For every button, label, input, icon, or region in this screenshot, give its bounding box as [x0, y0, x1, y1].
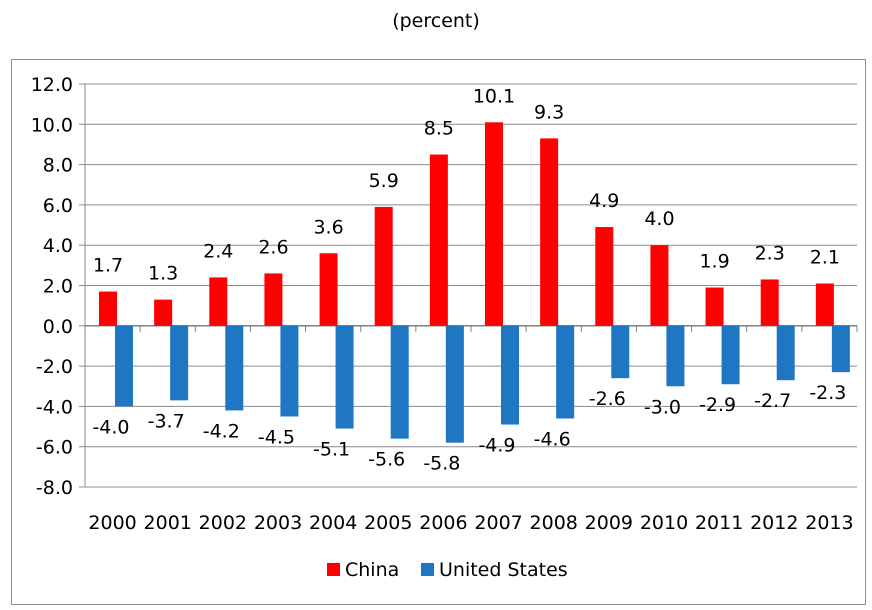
x-tick-label: 2012 — [750, 512, 798, 534]
data-label-united-states: -2.9 — [699, 394, 736, 416]
bar-china — [429, 154, 448, 326]
bar-china — [595, 227, 614, 326]
bar-china — [319, 253, 338, 326]
y-tick-label: 12.0 — [31, 74, 73, 96]
x-tick-label: 2004 — [309, 512, 357, 534]
data-label-united-states: -5.8 — [423, 453, 460, 475]
bar-china — [99, 291, 117, 326]
bar-united-states — [776, 325, 795, 381]
chart-subtitle: (percent) — [392, 10, 480, 32]
bar-united-states — [831, 325, 850, 373]
y-tick-label: -8.0 — [36, 477, 73, 499]
legend-swatch-china — [327, 563, 340, 576]
bar-united-states — [721, 325, 740, 385]
data-label-united-states: -3.7 — [148, 410, 185, 432]
y-tick-label: -4.0 — [36, 396, 73, 418]
data-label-china: 2.6 — [258, 236, 288, 258]
bar-united-states — [445, 325, 464, 443]
y-tick-label: 4.0 — [43, 235, 73, 257]
data-label-china: 9.3 — [534, 101, 564, 123]
bar-china — [374, 206, 393, 326]
bar-united-states — [556, 325, 575, 419]
data-label-united-states: -4.0 — [92, 416, 129, 438]
data-label-china: 1.7 — [93, 255, 123, 277]
axes: 12.0 10.0 8.0 6.0 4.0 2.0 0.0 -2.0 -4.0 -6.0 -8.0 2… — [31, 74, 858, 534]
bar-china — [264, 273, 283, 326]
bar-united-states — [666, 325, 685, 387]
bar-united-states — [225, 325, 244, 411]
bar-united-states — [501, 325, 519, 425]
data-label-united-states: -4.2 — [203, 420, 240, 442]
data-label-china: 1.3 — [148, 263, 178, 285]
data-label-united-states: -2.6 — [589, 388, 626, 410]
legend: China United States — [327, 559, 568, 581]
bar-united-states — [280, 325, 299, 417]
data-label-united-states: -2.7 — [754, 390, 791, 412]
x-tick-label: 2011 — [695, 512, 743, 534]
bar-china — [540, 138, 559, 326]
legend-label-united-states: United States — [439, 559, 568, 581]
x-tick-label: 2003 — [254, 512, 302, 534]
x-tick-label: 2008 — [530, 512, 578, 534]
bar-united-states — [335, 325, 354, 429]
gridlines — [85, 83, 857, 488]
x-tick-label: 2000 — [88, 512, 136, 534]
data-label-china: 8.5 — [424, 118, 454, 140]
legend-label-china: China — [345, 559, 399, 581]
bar-china — [705, 287, 724, 326]
bar-china — [485, 122, 503, 326]
data-label-china: 2.1 — [810, 246, 840, 268]
y-tick-label: 6.0 — [43, 195, 73, 217]
y-tick-label: 0.0 — [43, 316, 73, 338]
y-tick-label: -2.0 — [36, 356, 73, 378]
bar-united-states — [611, 325, 630, 379]
bar-china — [815, 283, 834, 326]
x-tick-label: 2010 — [640, 512, 688, 534]
data-label-china: 5.9 — [369, 170, 399, 192]
x-tick-label: 2006 — [419, 512, 467, 534]
x-tick-label: 2013 — [805, 512, 853, 534]
chart-frame — [11, 59, 866, 605]
data-label-china: 10.1 — [473, 85, 515, 107]
bar-united-states — [390, 325, 409, 439]
bar-china — [760, 279, 779, 326]
data-label-china: 4.9 — [589, 190, 619, 212]
data-label-china: 2.4 — [203, 240, 233, 262]
x-tick-label: 2005 — [364, 512, 412, 534]
data-label-china: 4.0 — [644, 208, 674, 230]
data-label-united-states: -4.6 — [534, 428, 571, 450]
y-tick-label: -6.0 — [36, 437, 73, 459]
bars — [99, 122, 850, 443]
data-label-united-states: -5.6 — [368, 449, 405, 471]
data-label-china: 1.9 — [699, 251, 729, 273]
data-label-united-states: -5.1 — [313, 439, 350, 461]
data-label-china: 2.3 — [755, 242, 785, 264]
data-label-united-states: -4.9 — [478, 435, 515, 457]
y-tick-label: 2.0 — [43, 276, 73, 298]
x-tick-label: 2009 — [585, 512, 633, 534]
bar-united-states — [115, 325, 133, 407]
data-label-united-states: -4.5 — [258, 426, 295, 448]
data-label-united-states: -3.0 — [644, 396, 681, 418]
bar-united-states — [170, 325, 189, 401]
bar-china — [209, 277, 228, 326]
bar-china — [650, 245, 669, 326]
y-tick-label: 10.0 — [31, 114, 73, 136]
data-label-united-states: -2.3 — [809, 382, 846, 404]
legend-swatch-united-states — [421, 563, 434, 576]
data-label-china: 3.6 — [313, 216, 343, 238]
x-tick-label: 2001 — [144, 512, 192, 534]
y-tick-label: 8.0 — [43, 155, 73, 177]
x-tick-label: 2007 — [474, 512, 522, 534]
data-labels: 1.7 -4.0 1.3 -3.7 2.4 -4.2 2.6 -4.5 3.6 -5.1 5.9 -5… — [92, 85, 846, 474]
x-tick-label: 2002 — [199, 512, 247, 534]
bar-china — [154, 299, 173, 326]
